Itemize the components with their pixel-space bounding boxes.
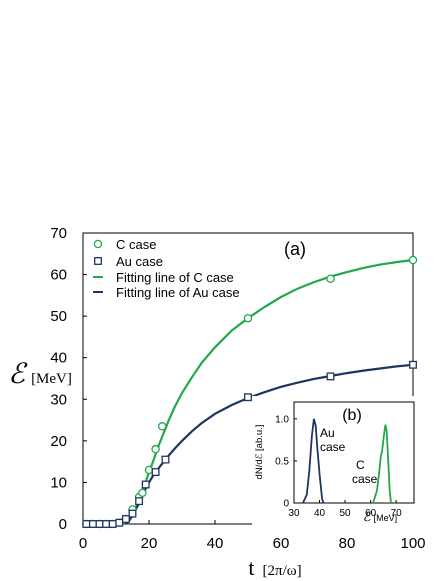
y-tick-label: 70 (50, 225, 67, 242)
data-point-au (244, 393, 252, 402)
data-point-au (115, 518, 124, 527)
x-tick-label: 60 (273, 535, 290, 552)
inset-annotation-c: case (352, 472, 378, 486)
inset-y-axis-label: dN/dℰ [ab.u.] (254, 425, 265, 480)
spectrum-line (302, 418, 325, 504)
x-tick-label: 40 (207, 535, 224, 552)
legend-label: Fitting line of C case (116, 270, 234, 285)
x-tick-label: 0 (79, 535, 87, 552)
y-tick-label: 10 (50, 474, 67, 491)
data-point-c (151, 444, 160, 454)
y-tick-label: 0 (59, 516, 67, 533)
data-point-au (88, 520, 97, 528)
data-point-au (108, 520, 117, 528)
data-point-c (243, 313, 253, 323)
panel-label-a: (a) (284, 239, 306, 259)
inset-y-tick-label: 1.0 (275, 414, 289, 425)
inset-plot: 30 40 50 60 70 0 0.5 1.0 dN/dℰ [ab.u.] ℰ [MeV] (b) A… (252, 396, 420, 529)
inset-annotation-c: C (356, 458, 365, 472)
main-plot-frame (82, 232, 414, 525)
inset-x-tick-label: 50 (340, 508, 352, 519)
data-point-c (138, 488, 147, 498)
data-point-au (151, 468, 160, 476)
y-tick-label: 30 (50, 391, 67, 408)
inset-x-tick-label: 60 (365, 508, 377, 519)
y-tick-label: 60 (50, 267, 67, 284)
x-tick-label: 80 (339, 535, 356, 552)
inset-x-tick-label: 30 (288, 508, 300, 519)
inset-annotation-au: case (320, 440, 346, 454)
panel-label-b: (b) (342, 407, 362, 424)
data-point-au (102, 520, 111, 528)
data-point-au (141, 480, 150, 489)
inset-x-tick-label: 70 (391, 508, 403, 519)
legend-label: C case (116, 237, 156, 252)
data-point-au (95, 520, 104, 528)
data-point-c (144, 465, 154, 475)
y-tick-label: 50 (50, 308, 67, 325)
data-point-au (409, 360, 417, 369)
x-tick-label: 20 (141, 535, 158, 552)
spectrum-line (372, 424, 392, 504)
inset-y-tick-label: 0.5 (275, 456, 289, 467)
inset-x-tick-label: 40 (314, 508, 326, 519)
legend-marker-au (94, 257, 102, 265)
y-tick-label: 40 (50, 350, 67, 367)
inset-annotation-au: Au (320, 426, 335, 440)
x-axis-label: t [2π/ω] (248, 555, 301, 580)
x-tick-label: 100 (400, 535, 425, 552)
legend-label: Fitting line of Au case (116, 285, 240, 300)
y-tick-label: 20 (50, 433, 67, 450)
data-point-au (121, 515, 130, 523)
data-point-c (157, 422, 167, 431)
data-point-au (161, 455, 170, 464)
data-point-c (408, 255, 418, 265)
data-point-c (326, 274, 335, 283)
inset-x-axis-label: ℰ [MeV] (363, 509, 397, 524)
data-point-au (326, 372, 335, 381)
legend-marker-c (93, 239, 103, 249)
data-point-au (128, 509, 137, 518)
inset-y-tick-label: 0 (283, 499, 289, 510)
data-point-au (82, 520, 91, 528)
legend-label: Au case (116, 254, 163, 269)
data-point-au (135, 497, 144, 506)
y-axis-label: ℰ [MeV] (8, 359, 72, 390)
